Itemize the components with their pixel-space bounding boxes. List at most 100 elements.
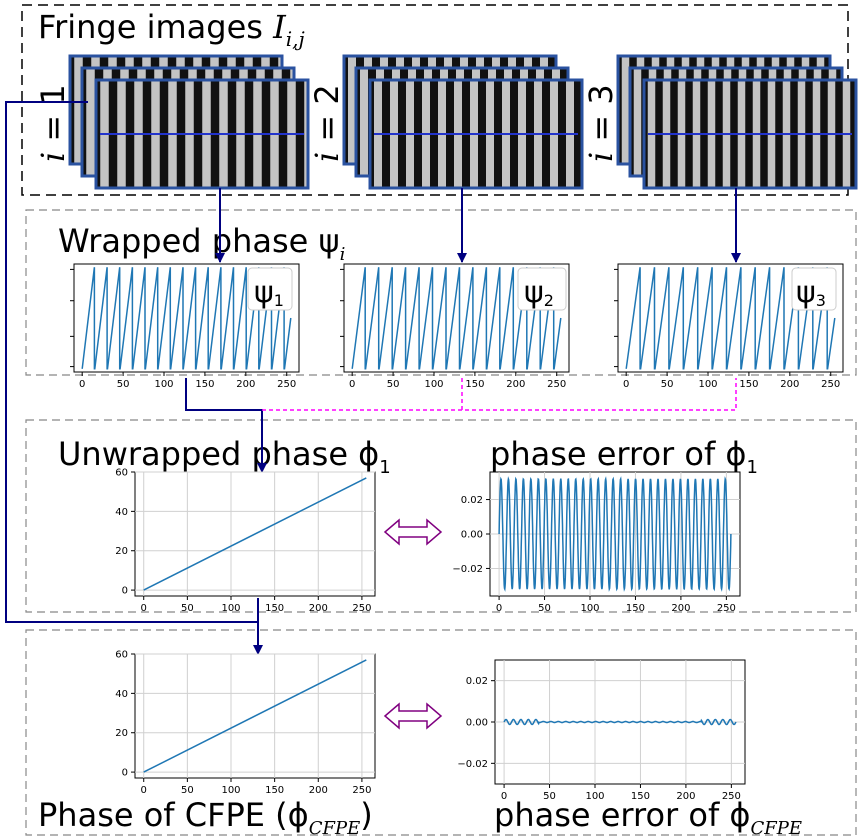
psi-legend-1: ψ1 xyxy=(247,267,293,311)
x-tick-label: 150 xyxy=(626,603,645,614)
x-tick-label: 0 xyxy=(141,785,147,796)
series-line xyxy=(498,476,732,592)
x-tick-label: 250 xyxy=(277,379,296,390)
fringe-stripe xyxy=(348,56,356,164)
x-tick-label: 200 xyxy=(676,791,695,802)
x-tick-label: 200 xyxy=(780,379,799,390)
y-tick-label: 0.02 xyxy=(466,676,488,687)
phase-error-1-title: phase error of ϕ1 xyxy=(490,435,758,478)
fringe-images-title: Fringe images Ii,j xyxy=(38,8,305,51)
arrow-fringe-to-cfpe xyxy=(5,101,263,655)
x-tick-label: 0 xyxy=(349,379,355,390)
chart-phase-error-1: 0 50 100 150 200 250 −0.02 0.00 0.02 xyxy=(452,471,741,614)
series-line xyxy=(503,718,737,726)
x-tick-label: 50 xyxy=(538,603,551,614)
x-tick-label: 50 xyxy=(181,603,194,614)
x-tick-label: 0 xyxy=(141,603,147,614)
x-tick-label: 150 xyxy=(265,785,284,796)
y-tick-label: 0 xyxy=(122,768,128,779)
x-tick-label: 150 xyxy=(195,379,214,390)
x-tick-label: 0 xyxy=(501,791,507,802)
x-tick-label: 150 xyxy=(631,791,650,802)
y-tick-label: 60 xyxy=(115,468,128,479)
x-tick-label: 250 xyxy=(352,603,371,614)
x-tick-label: 250 xyxy=(722,791,741,802)
fringe-border xyxy=(368,78,584,190)
x-tick-label: 50 xyxy=(661,379,674,390)
psi-legend-3: ψ3 xyxy=(791,267,837,311)
x-tick-label: 100 xyxy=(698,379,717,390)
psi-legend-2: ψ2 xyxy=(517,267,567,311)
chart-cfpe-phase: 0 50 100 150 200 250 0 20 40 60 xyxy=(115,650,376,796)
fringe-label-2: i = 2 xyxy=(308,84,346,162)
x-tick-label: 200 xyxy=(506,379,525,390)
fringe-group-3 xyxy=(616,54,858,190)
fringe-stripe xyxy=(633,68,642,176)
x-tick-label: 200 xyxy=(309,603,328,614)
fringe-label-3: i = 3 xyxy=(582,84,620,162)
x-tick-label: 0 xyxy=(496,603,502,614)
y-tick-label: 0.00 xyxy=(466,718,488,729)
fringe-border xyxy=(94,78,310,190)
chart-unwrapped-phase: 0 50 100 150 200 250 0 20 40 60 xyxy=(115,468,376,614)
x-tick-label: 100 xyxy=(424,379,443,390)
fringe-group-2 xyxy=(342,54,584,190)
cfpe-phase-title: Phase of CFPE (ϕCFPE) xyxy=(38,796,373,839)
fringe-border xyxy=(642,78,858,190)
series-line xyxy=(351,267,562,370)
y-tick-label: 40 xyxy=(115,689,128,700)
phase-error-cfpe-title: phase error of ϕCFPE xyxy=(494,796,802,839)
series-line xyxy=(143,477,367,591)
fringe-stripe xyxy=(74,56,83,164)
x-tick-label: 250 xyxy=(821,379,840,390)
fringe-stripe xyxy=(360,68,368,176)
x-tick-label: 50 xyxy=(387,379,400,390)
fringe-images xyxy=(68,54,858,190)
svg-text:ψ3: ψ3 xyxy=(796,275,826,310)
series-line xyxy=(143,659,367,773)
fringe-label-1: i = 1 xyxy=(34,84,72,162)
y-tick-label: −0.02 xyxy=(457,759,488,770)
x-tick-label: 100 xyxy=(154,379,173,390)
x-tick-label: 200 xyxy=(236,379,255,390)
series-line xyxy=(81,267,292,370)
svg-text:ψ2: ψ2 xyxy=(524,275,554,310)
x-tick-label: 100 xyxy=(221,603,240,614)
x-tick-label: 150 xyxy=(739,379,758,390)
unwrapped-phase-title: Unwrapped phase ϕ1 xyxy=(58,435,391,478)
fringe-frame xyxy=(94,78,310,190)
x-tick-label: 100 xyxy=(221,785,240,796)
fringe-stripe xyxy=(304,80,308,188)
dashed-wrapped-link xyxy=(461,378,737,411)
x-tick-label: 250 xyxy=(717,603,736,614)
charts: 0 50 100 150 200 250 0 50 100 150 200 250 0 50 100 150 2… xyxy=(70,263,844,802)
connectors xyxy=(5,101,741,655)
x-tick-label: 100 xyxy=(585,791,604,802)
svg-text:ψ1: ψ1 xyxy=(254,275,284,310)
arrow-wrapped1-to-unwrapped xyxy=(185,378,267,473)
y-tick-label: 40 xyxy=(115,507,128,518)
y-tick-label: 0.00 xyxy=(461,530,483,541)
y-tick-label: −0.02 xyxy=(452,564,483,575)
fringe-group-1 xyxy=(68,54,310,190)
y-tick-label: 60 xyxy=(115,650,128,661)
x-tick-label: 200 xyxy=(309,785,328,796)
x-tick-label: 0 xyxy=(623,379,629,390)
double-arrow-2 xyxy=(383,702,443,730)
fringe-frame xyxy=(642,78,858,190)
series-line xyxy=(625,267,836,370)
x-tick-label: 50 xyxy=(117,379,130,390)
y-tick-label: 0.02 xyxy=(461,495,483,506)
fringe-stripe xyxy=(621,56,630,164)
x-tick-label: 150 xyxy=(465,379,484,390)
x-tick-label: 50 xyxy=(543,791,556,802)
wrapped-phase-title: Wrapped phase ψi xyxy=(58,222,345,265)
double-arrow-1 xyxy=(383,518,443,546)
chart-wrapped-3: 0 50 100 150 200 250 xyxy=(614,263,844,390)
fringe-stripe xyxy=(86,68,95,176)
chart-phase-error-cfpe: 0 50 100 150 200 250 −0.02 0.00 0.02 xyxy=(457,659,746,802)
y-tick-label: 20 xyxy=(115,546,128,557)
cfpe-section-box xyxy=(25,629,857,836)
unwrapped-section-box xyxy=(25,419,857,613)
